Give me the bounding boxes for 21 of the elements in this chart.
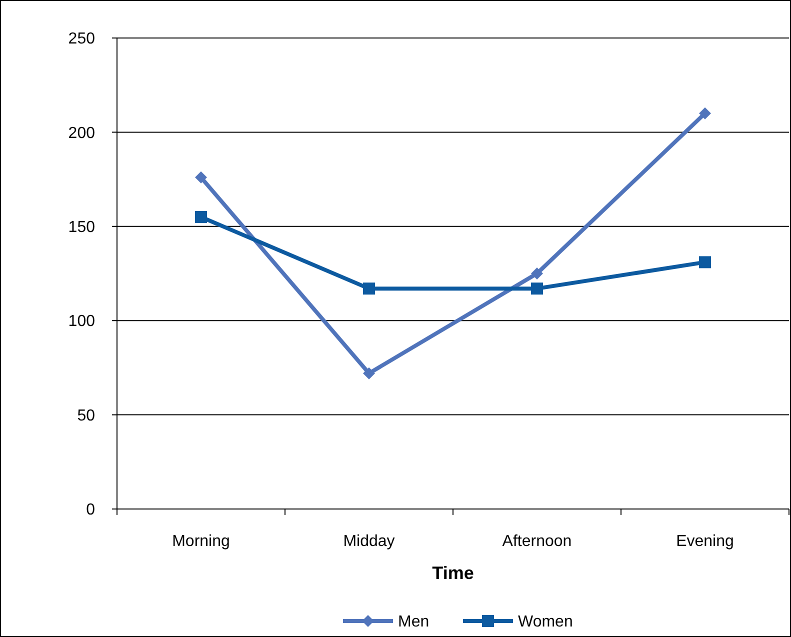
y-tick-label: 250	[68, 30, 96, 48]
y-tick-label: 100	[68, 313, 96, 330]
point	[363, 282, 375, 295]
point	[531, 282, 543, 295]
point	[531, 268, 543, 280]
point	[195, 171, 207, 184]
legend-label: Men	[398, 614, 430, 631]
point	[699, 256, 711, 268]
x-tick-label: Afternoon	[502, 533, 572, 550]
x-tick-label: Midday	[343, 533, 395, 550]
point	[699, 107, 711, 120]
y-tick-label: 200	[68, 124, 96, 142]
y-tick-label: 50	[77, 407, 96, 424]
y-tick-label: 150	[68, 219, 96, 236]
y-tick-label: 0	[86, 502, 96, 519]
x-axis-title: Time	[432, 563, 474, 583]
point	[195, 210, 207, 223]
point	[363, 367, 375, 380]
x-tick-label: Evening	[676, 533, 734, 550]
legend-label: Women	[518, 614, 573, 631]
x-tick-label: Morning	[172, 533, 230, 550]
